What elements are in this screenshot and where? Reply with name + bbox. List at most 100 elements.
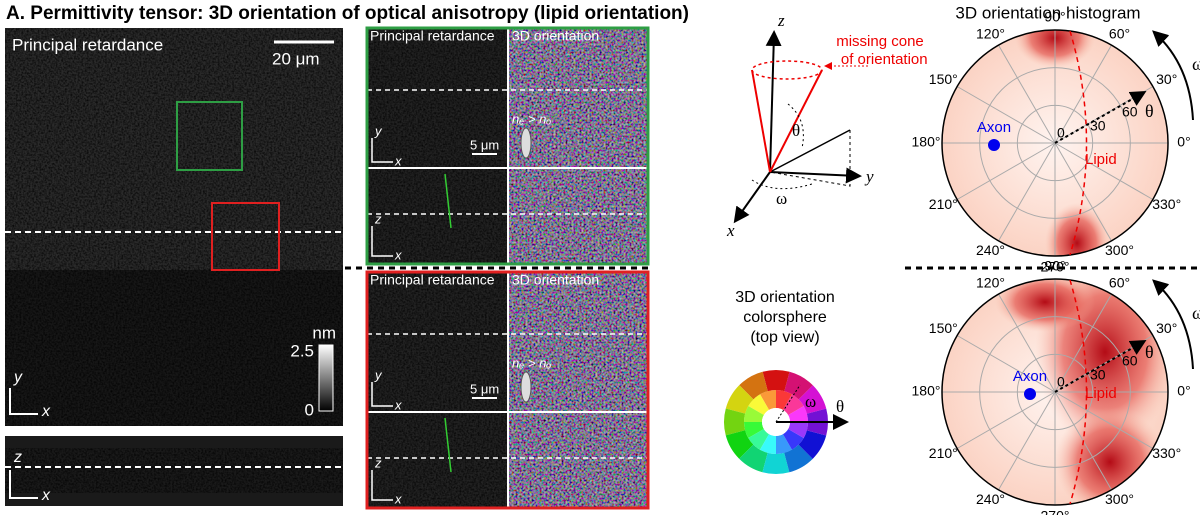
vector: [769, 129, 851, 173]
cone-edge: [769, 69, 823, 173]
cone-edge: [751, 69, 771, 173]
relation: nₑ > nₒ: [512, 355, 551, 370]
angle-label: 120°: [976, 25, 1005, 41]
image-retardance: [367, 272, 508, 508]
colorsphere-segment: [748, 429, 769, 450]
axis-arrow: [765, 30, 782, 173]
theta-label: θ: [792, 121, 800, 140]
orientation-diagram: [733, 30, 868, 224]
axis-arrow: [769, 167, 862, 184]
panel-label: Principal retardance: [12, 35, 163, 54]
colorsphere-segment: [776, 434, 792, 454]
panel-header: Principal retardance: [370, 272, 495, 288]
colorsphere-segment: [725, 385, 754, 414]
angle-label: 210°: [929, 196, 958, 212]
figure-title: A. Permittivity tensor: 3D orientation o…: [6, 3, 689, 24]
omega-label: ω: [805, 392, 816, 411]
fiber-line: [444, 173, 452, 229]
scale-label: 5 μm: [470, 381, 499, 396]
angle-label: 210°: [929, 445, 958, 461]
radial-label: 60: [1122, 353, 1138, 369]
axis-label: x: [394, 397, 402, 412]
lipid-label: Lipid: [1085, 151, 1117, 168]
omega-label: ω: [1192, 303, 1200, 323]
axon-marker: [1024, 388, 1036, 400]
axis-label: x: [41, 403, 51, 420]
index-ellipsoid: [520, 371, 532, 403]
angle-label: 180°: [912, 134, 941, 150]
colorsphere-segment: [744, 422, 764, 438]
theta-label: θ: [1145, 342, 1154, 362]
polar-outline: [941, 29, 1169, 257]
angle-label: 270°: [1041, 508, 1070, 515]
polar-spoke: [956, 142, 1056, 200]
theta-arrow: [1054, 91, 1147, 144]
angle-label: 150°: [929, 71, 958, 87]
colorsphere-segment: [744, 406, 764, 422]
axis-label: y: [13, 369, 23, 386]
axis-label: z: [777, 11, 785, 30]
polar-spoke: [956, 335, 1056, 393]
colorsphere-segment: [760, 434, 776, 454]
panel-frame: [365, 270, 650, 510]
polar-spoke: [998, 142, 1056, 242]
axon-label: Axon: [1013, 368, 1047, 385]
radial-label: 60: [1122, 104, 1138, 120]
angle-label: 0°: [1177, 383, 1190, 399]
angle-label: 270°: [1041, 259, 1070, 275]
angle-label: 330°: [1152, 196, 1181, 212]
theta-arrow: [1054, 340, 1147, 393]
image-retardance: [367, 28, 508, 264]
omega-line: [775, 384, 801, 423]
panel-header: 3D orientation: [512, 272, 599, 288]
lipid-label: Lipid: [1085, 385, 1117, 402]
axon-label: Axon: [977, 119, 1011, 136]
axon-marker: [988, 139, 1000, 151]
angle-label: 0°: [1177, 134, 1190, 150]
colorsphere-segment: [788, 406, 808, 422]
polar-spoke: [998, 44, 1056, 144]
axis-label: y: [864, 167, 874, 186]
axis-label: y: [374, 123, 383, 138]
axes-icon: [371, 226, 393, 257]
angle-label: 90°: [1044, 258, 1065, 274]
scale-label: 20 μm: [272, 49, 320, 68]
polar-spoke: [998, 391, 1056, 491]
colorsphere-segment: [784, 444, 813, 473]
theta-label: θ: [1145, 101, 1154, 121]
colorbar-frame: [318, 344, 334, 412]
angle-label: 150°: [929, 320, 958, 336]
axes-icon: [371, 382, 393, 407]
axis-arrow: [733, 171, 771, 224]
polar-spoke: [998, 293, 1056, 393]
axis-label: x: [726, 221, 735, 240]
axes-icon: [371, 470, 393, 501]
omega-label: ω: [776, 189, 787, 208]
panel-header: Principal retardance: [370, 28, 495, 44]
axes-icon: [9, 388, 38, 415]
density: [995, 279, 1095, 332]
axis-label: y: [374, 367, 383, 382]
colorsphere-segment: [762, 452, 790, 475]
colorsphere-segment: [798, 430, 827, 459]
angle-label: 240°: [976, 491, 1005, 507]
annotation: missing cone: [836, 33, 924, 50]
cone-rim: [751, 60, 823, 80]
colorsphere: [724, 370, 828, 475]
colorsphere-segment: [739, 371, 768, 400]
angle-label: 30°: [1156, 320, 1177, 336]
colorsphere-segment: [739, 444, 768, 473]
radial-label: 0: [1057, 125, 1065, 141]
lipid-boundary: [1069, 279, 1088, 505]
axis-label: z: [374, 211, 382, 226]
axes-icon: [371, 138, 393, 163]
omega-arc: [751, 179, 813, 190]
angle-label: 300°: [1105, 491, 1134, 507]
omega-arrow: [1152, 279, 1194, 370]
angle-label: 60°: [1109, 25, 1130, 41]
colorsphere-title: (top view): [750, 329, 819, 346]
panel-frame: [365, 26, 650, 266]
colorsphere-segment: [760, 390, 776, 410]
omega-label: ω: [1192, 54, 1200, 74]
angle-label: 180°: [912, 383, 941, 399]
